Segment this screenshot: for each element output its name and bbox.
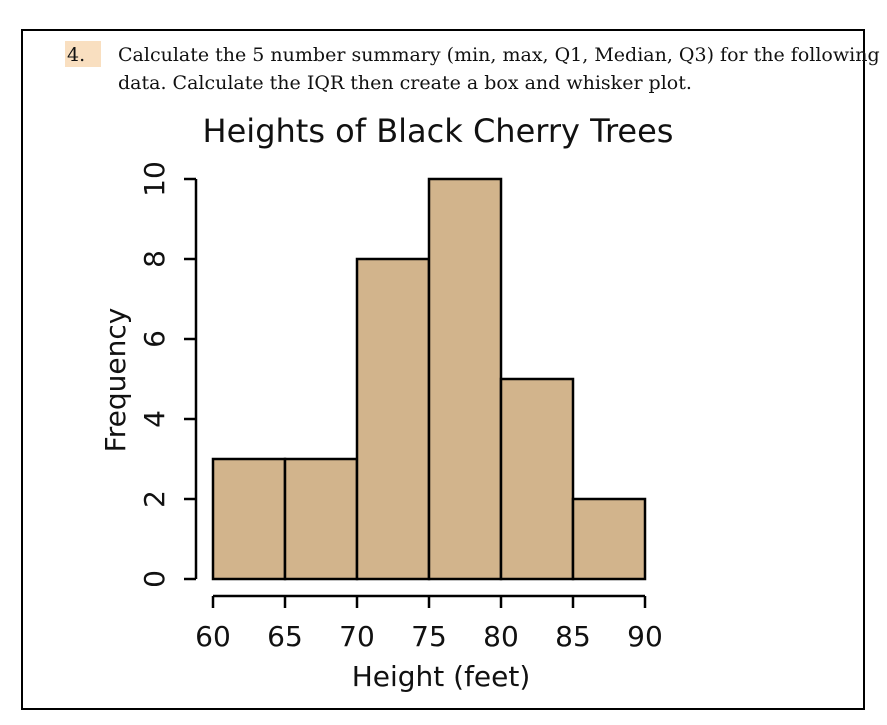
x-tick-label-5: 85 <box>555 620 591 653</box>
y-axis: 0 2 4 6 8 10 <box>138 161 198 588</box>
question-text-line-1: Calculate the 5 number summary (min, max… <box>118 44 880 66</box>
y-tick-label-5: 10 <box>138 161 171 197</box>
y-tick-label-4: 8 <box>138 250 171 268</box>
x-tick-label-3: 75 <box>411 620 447 653</box>
y-tick-label-1: 2 <box>138 490 171 508</box>
y-tick-label-0: 0 <box>138 570 171 588</box>
question-number: 4. <box>67 44 86 66</box>
x-tick-label-2: 70 <box>339 620 375 653</box>
histogram-bar-5 <box>571 497 647 581</box>
histogram-bar-1 <box>283 457 359 581</box>
histogram-bar-2 <box>355 257 431 581</box>
histogram-bar-0 <box>211 457 287 581</box>
chart-title: Heights of Black Cherry Trees <box>203 112 674 150</box>
x-axis-label: Height (feet) <box>352 660 531 693</box>
y-tick-label-3: 6 <box>138 330 171 348</box>
question-text-line-2: data. Calculate the IQR then create a bo… <box>118 72 692 94</box>
x-axis: 60 65 70 75 80 85 90 <box>195 594 663 653</box>
histogram-bar-3 <box>427 177 503 581</box>
question-number-highlight: 4. <box>65 41 101 67</box>
x-tick-label-1: 65 <box>267 620 303 653</box>
histogram-bar-4 <box>499 377 575 581</box>
y-tick-label-2: 4 <box>138 410 171 428</box>
x-tick-label-6: 90 <box>627 620 663 653</box>
bars-group <box>211 177 647 581</box>
x-tick-label-4: 80 <box>483 620 519 653</box>
x-tick-label-0: 60 <box>195 620 231 653</box>
y-axis-label: Frequency <box>99 308 132 453</box>
